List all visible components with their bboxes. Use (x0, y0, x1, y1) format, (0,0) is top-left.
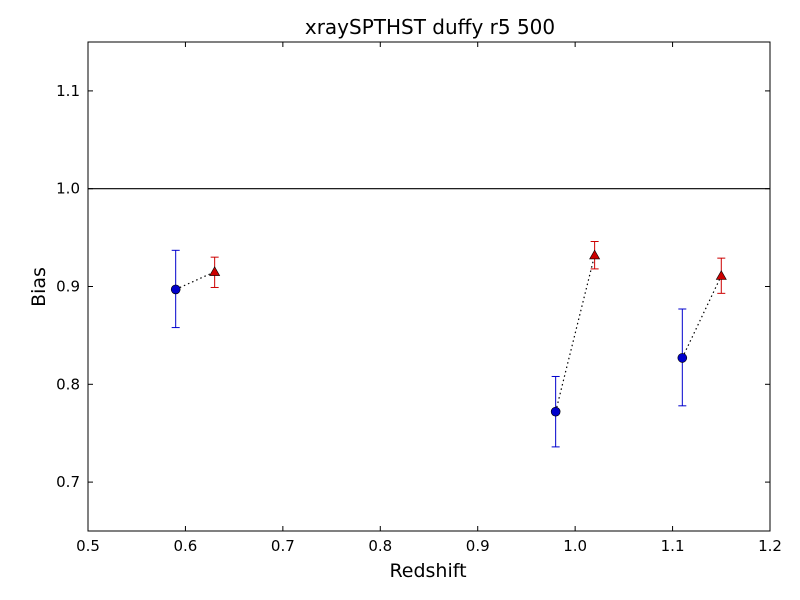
y-tick-label: 1.0 (56, 180, 80, 198)
circle-marker (170, 284, 181, 295)
circle-marker (550, 406, 561, 417)
x-tick-label: 0.7 (271, 537, 295, 555)
x-tick-label: 1.0 (563, 537, 587, 555)
x-tick-label: 0.5 (76, 537, 100, 555)
x-axis-label: Redshift (389, 560, 466, 582)
x-tick-label: 1.2 (758, 537, 782, 555)
y-tick-label: 0.9 (56, 278, 80, 296)
triangle-marker (589, 249, 601, 260)
x-tick-label: 0.8 (368, 537, 392, 555)
ticks-layer: 0.5 0.6 0.7 0.8 0.9 1.0 1.1 1.2 0.7 0.8 0.9 1.0 1.1 (56, 42, 782, 555)
triangle-marker (209, 266, 221, 276)
circle-marker (677, 353, 688, 363)
x-tick-label: 0.9 (466, 537, 490, 555)
plot-frame (87, 41, 771, 532)
chart-title: xraySPTHST duffy r5 500 (305, 15, 555, 39)
points-layer (170, 241, 727, 448)
y-tick-label: 1.1 (56, 82, 80, 100)
triangle-marker (715, 270, 727, 280)
plot-area (88, 42, 770, 531)
x-tick-label: 1.1 (661, 537, 685, 555)
x-tick-label: 0.6 (173, 537, 197, 555)
y-tick-label: 0.7 (56, 473, 80, 491)
connector-line (681, 275, 722, 359)
y-axis-label: Bias (28, 267, 50, 307)
y-tick-label: 0.8 (56, 375, 80, 393)
connector-layer (175, 255, 722, 412)
